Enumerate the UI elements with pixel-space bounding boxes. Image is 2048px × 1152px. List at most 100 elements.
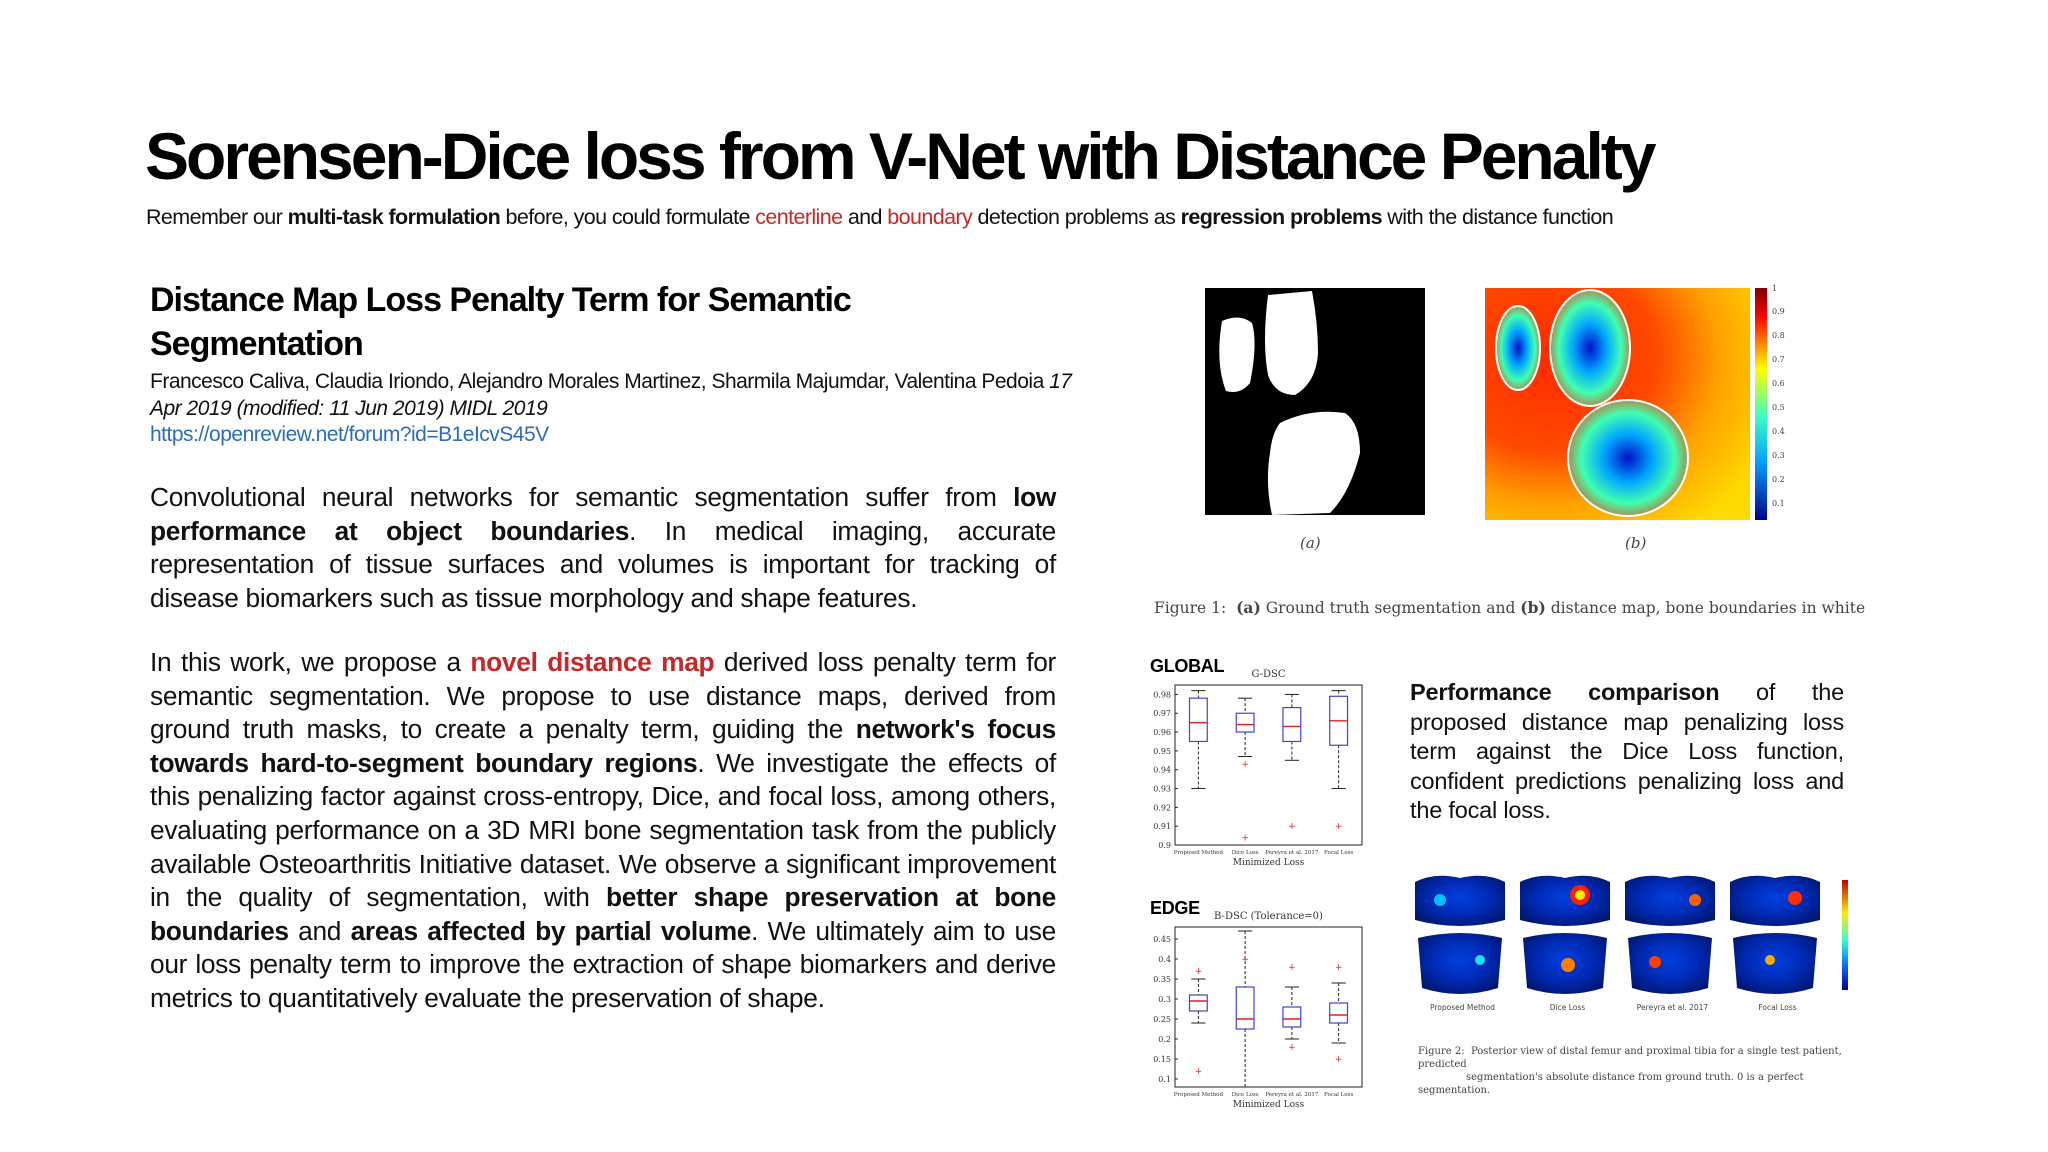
y-tick-label: 0.2 (1158, 1035, 1171, 1044)
outlier: + (1335, 963, 1343, 973)
chart-title: G-DSC (1251, 669, 1285, 680)
outlier: + (1335, 1055, 1343, 1065)
x-tick-label: Dice Loss (1232, 850, 1259, 856)
colorbar-tick: 0.3 (1772, 451, 1785, 460)
figure-1a-label: (a) (1300, 534, 1321, 552)
figure-2-label: Dice Loss (1549, 1003, 1586, 1012)
outlier: + (1241, 760, 1249, 770)
subtitle-bold-regression: regression problems (1180, 205, 1383, 229)
colorbar-tick: 1 (1772, 284, 1777, 293)
caption-text: distance map, bone boundaries in white (1545, 599, 1866, 617)
y-tick-label: 0.97 (1153, 709, 1171, 718)
figure-2-colorbar (1842, 880, 1848, 990)
performance-comparison-text: Performance comparison of the proposed d… (1410, 678, 1844, 826)
chart-title: B-DSC (Tolerance=0) (1214, 911, 1323, 922)
outlier: + (1288, 822, 1296, 832)
subtitle-text: with the distance function (1381, 205, 1614, 229)
caption-bold: (a) (1236, 598, 1261, 617)
subtitle-red-boundary: boundary (887, 205, 973, 229)
y-tick-label: 0.4 (1158, 955, 1171, 964)
perf-bold: Performance comparison (1410, 679, 1720, 705)
colorbar-tick: 0.6 (1772, 379, 1785, 388)
figure-2-label: Focal Loss (1758, 1003, 1797, 1012)
caption-text: Posterior view of distal femur and proxi… (1418, 1046, 1842, 1070)
para-text: In this work, we propose a (150, 647, 471, 677)
figure-2-renderings (1415, 875, 1848, 994)
figure-2-label: Proposed Method (1429, 1003, 1496, 1012)
colorbar-tick: 0.4 (1772, 427, 1785, 436)
caption-text: Ground truth segmentation and (1260, 599, 1521, 617)
abstract-paragraph-2: In this work, we propose a novel distanc… (150, 646, 1056, 1016)
slide-subtitle: Remember our multi-task formulation befo… (146, 205, 1614, 230)
rendering-focal (1730, 875, 1820, 994)
paper-link[interactable]: https://openreview.net/forum?id=B1eIcvS4… (150, 423, 549, 446)
figure-1-caption: Figure 1: (a) Ground truth segmentation … (1154, 598, 1865, 617)
outlier: + (1195, 1067, 1203, 1077)
caption-text: segmentation's absolute distance from gr… (1418, 1072, 1804, 1096)
plot-frame (1174, 926, 1363, 1088)
box (1188, 994, 1208, 1012)
colorbar-tick: 0.5 (1772, 403, 1785, 412)
slide-title: Sorensen-Dice loss from V-Net with Dista… (145, 119, 1656, 193)
rendering-dice (1520, 875, 1610, 994)
para-text: . We ultimately aim to use our loss pena… (150, 915, 1056, 1013)
subtitle-text: and (842, 205, 888, 229)
y-tick-label: 0.93 (1153, 785, 1171, 794)
para-bold: low performance at object boundaries (150, 482, 1056, 546)
edge-boxplot: B-DSC (Tolerance=0) 0.45 0.4 0.35 0.3 0.25 0.2… (1153, 911, 1363, 1110)
subtitle-bold-multitask: multi-task formulation (287, 205, 501, 229)
outlier: + (1241, 833, 1249, 843)
rendering-proposed (1415, 875, 1505, 994)
outlier: + (1195, 967, 1203, 977)
box (1282, 706, 1302, 743)
plot-frame (1174, 684, 1363, 846)
x-tick-label: Dice Loss (1232, 1092, 1259, 1098)
para-text: derived loss penalty term for semantic s… (150, 647, 1056, 745)
caption-prefix: Figure 2: (1418, 1046, 1465, 1057)
abstract-paragraph-1: Convolutional neural networks for semant… (150, 481, 1056, 615)
edge-label: EDGE (1150, 898, 1200, 918)
paper-date-venue: 17 Apr 2019 (modified: 11 Jun 2019) MIDL… (150, 370, 1072, 420)
subtitle-text: Remember our (146, 205, 288, 229)
para-red-bold: novel distance map (470, 647, 715, 677)
x-tick-label: Focal Loss (1324, 850, 1353, 856)
subtitle-text: detection problems as (972, 205, 1181, 229)
perf-text: of the proposed distance map penalizing … (1410, 679, 1844, 824)
figure-2-caption: Figure 2: Posterior view of distal femur… (1418, 1045, 1868, 1097)
figure-2-label: Pereyra et al. 2017 (1636, 1003, 1709, 1012)
outlier: + (1335, 822, 1343, 832)
colorbar-tick: 0.7 (1772, 355, 1785, 364)
para-bold: better shape preservation at bone bounda… (150, 882, 1056, 946)
global-boxplot: G-DSC 0.98 0.97 0.96 0.95 0.94 0.93 0.92 0.91 0.9… (1153, 669, 1363, 868)
colorbar-tick: 0.1 (1772, 499, 1785, 508)
colorbar-ticks: 1 0.9 0.8 0.7 0.6 0.5 0.4 0.3 0.2 0.1 (1772, 284, 1785, 508)
para-text: . We investigate the effects of this pen… (150, 747, 1056, 913)
colorbar-tick: 0.9 (1772, 307, 1785, 316)
y-tick-label: 0.1 (1158, 1075, 1171, 1084)
y-tick-label: 0.3 (1158, 995, 1171, 1004)
paper-authors: Francesco Caliva, Claudia Iriondo, Aleja… (150, 368, 1080, 422)
paper-title: Distance Map Loss Penalty Term for Seman… (150, 281, 852, 363)
box (1282, 1006, 1302, 1028)
colorbar-tick: 0.8 (1772, 331, 1785, 340)
para-bold: network's focus towards hard-to-segment … (150, 714, 1056, 778)
colorbar-tick: 0.2 (1772, 475, 1785, 484)
x-tick-label: Proposed Method (1174, 1092, 1224, 1098)
authors-list: Francesco Caliva, Claudia Iriondo, Aleja… (150, 370, 1044, 393)
ground-truth-image (1205, 288, 1425, 515)
box (1329, 1002, 1349, 1024)
x-axis-label: Minimized Loss (1233, 1100, 1305, 1110)
x-tick-label: Pereyra et al. 2017 (1265, 850, 1319, 856)
y-tick-label: 0.25 (1153, 1015, 1171, 1024)
y-tick-label: 0.95 (1153, 747, 1171, 756)
x-tick-label: Proposed Method (1174, 850, 1224, 856)
y-tick-label: 0.94 (1153, 766, 1171, 775)
para-text: Convolutional neural networks for semant… (150, 482, 1014, 512)
figure-1b-label: (b) (1625, 534, 1646, 552)
x-tick-label: Focal Loss (1324, 1092, 1353, 1098)
outlier: + (1241, 955, 1249, 965)
x-axis-label: Minimized Loss (1233, 858, 1305, 868)
caption-bold: (b) (1520, 598, 1546, 617)
y-tick-label: 0.45 (1153, 935, 1171, 944)
distance-map-image (1485, 288, 1767, 520)
